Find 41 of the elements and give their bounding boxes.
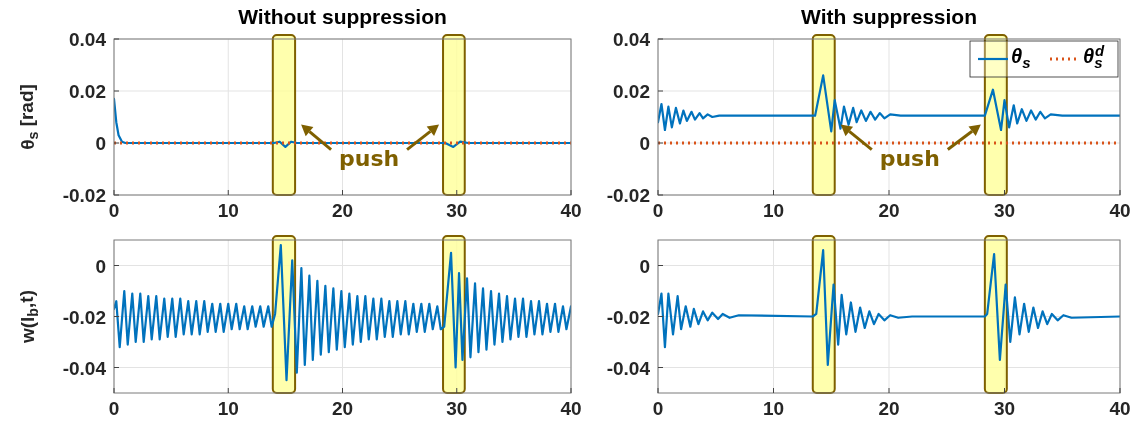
y-tick-label: 0 bbox=[639, 255, 650, 277]
y-tick-label: 0.04 bbox=[613, 29, 651, 50]
x-tick-label: 0 bbox=[652, 200, 664, 221]
y-tick-label: -0.04 bbox=[606, 357, 651, 379]
y-tick-label: -0.02 bbox=[62, 306, 106, 328]
annotation: push bbox=[879, 145, 940, 171]
x-tick-label: 30 bbox=[993, 398, 1016, 419]
x-tick-label: 30 bbox=[993, 200, 1016, 221]
x-tick-label: 40 bbox=[1109, 200, 1131, 221]
y-tick-label: -0.04 bbox=[62, 357, 107, 379]
chart-title: Without suppression bbox=[238, 5, 447, 28]
x-tick-label: 40 bbox=[560, 398, 582, 419]
y-tick-label: 0.02 bbox=[613, 81, 650, 102]
y-tick-label: 0.04 bbox=[69, 29, 107, 50]
x-tick-label: 20 bbox=[331, 398, 354, 419]
x-tick-label: 20 bbox=[878, 398, 900, 419]
x-tick-label: 10 bbox=[217, 200, 239, 221]
y-tick-label: 0 bbox=[639, 133, 650, 154]
y-tick-label: -0.02 bbox=[606, 185, 650, 206]
line-series bbox=[658, 249, 1120, 367]
x-tick-label: 0 bbox=[108, 398, 120, 419]
x-tick-label: 0 bbox=[108, 200, 120, 221]
x-tick-label: 10 bbox=[217, 398, 239, 419]
legend-label: θ$_{s}$ bbox=[1011, 45, 1031, 71]
y-tick-label: 0.02 bbox=[69, 81, 106, 102]
x-tick-label: 40 bbox=[560, 200, 582, 221]
x-tick-label: 10 bbox=[762, 200, 785, 221]
y-tick-label: -0.02 bbox=[62, 185, 106, 206]
y-tick-label: -0.02 bbox=[606, 306, 650, 328]
chart-title: With suppression bbox=[801, 5, 977, 28]
y-tick-label: 0 bbox=[95, 133, 106, 154]
x-tick-label: 20 bbox=[331, 200, 354, 221]
x-tick-label: 20 bbox=[878, 200, 900, 221]
x-tick-label: 10 bbox=[762, 398, 785, 419]
x-tick-label: 40 bbox=[1109, 398, 1131, 419]
line-series bbox=[114, 244, 571, 382]
x-tick-label: 30 bbox=[446, 398, 468, 419]
annotation: push bbox=[338, 145, 400, 171]
x-tick-label: 0 bbox=[652, 398, 664, 419]
y-tick-label: 0 bbox=[95, 255, 106, 277]
x-tick-label: 30 bbox=[446, 200, 468, 221]
